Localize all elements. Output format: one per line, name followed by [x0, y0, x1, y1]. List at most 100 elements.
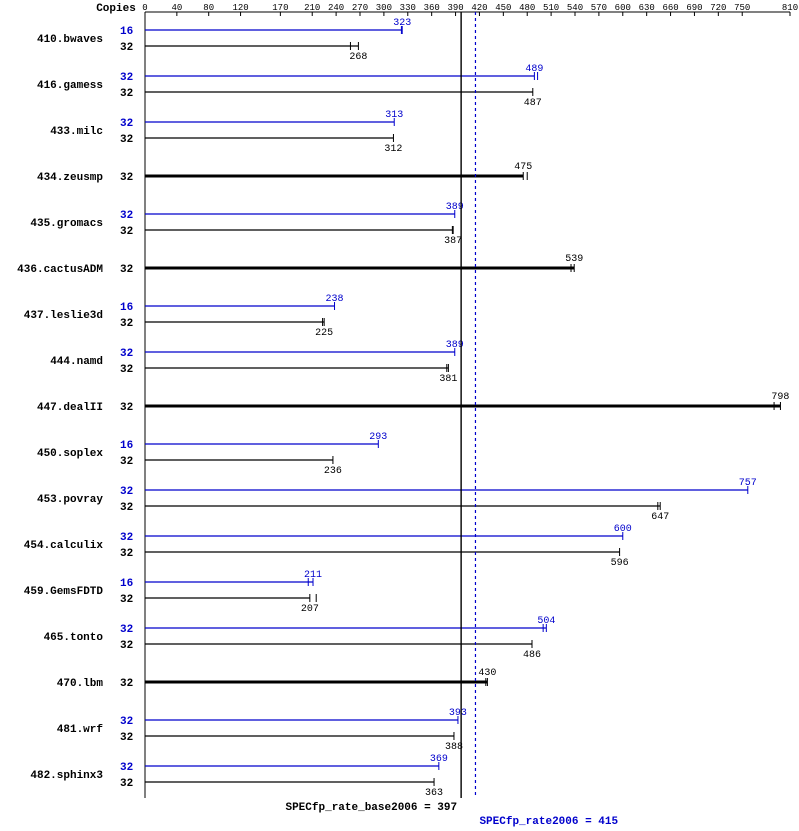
base-copies: 32: [120, 318, 133, 330]
benchmark-name: 470.lbm: [57, 678, 104, 690]
benchmark-name: 465.tonto: [44, 632, 104, 644]
benchmark-name: 416.gamess: [37, 80, 103, 92]
ref-peak-label: SPECfp_rate2006 = 415: [479, 816, 618, 828]
peak-copies: 16: [120, 302, 133, 314]
base-copies: 32: [120, 594, 133, 606]
peak-copies: 32: [120, 716, 133, 728]
base-copies: 32: [120, 502, 133, 514]
base-copies: 32: [120, 732, 133, 744]
base-value-label: 207: [301, 604, 319, 615]
peak-value-label: 211: [304, 570, 322, 581]
axis-tick-label: 660: [662, 3, 678, 13]
base-value-label: 381: [439, 374, 457, 385]
axis-tick-label: 450: [495, 3, 511, 13]
peak-value-label: 313: [385, 110, 403, 121]
base-value-label: 225: [315, 328, 333, 339]
peak-copies: 16: [120, 440, 133, 452]
base-value-label: 486: [523, 650, 541, 661]
benchmark-name: 459.GemsFDTD: [24, 586, 104, 598]
benchmark-name: 434.zeusmp: [37, 172, 103, 184]
base-copies: 32: [120, 364, 133, 376]
peak-value-label: 757: [739, 478, 757, 489]
base-value-label: 596: [611, 558, 629, 569]
peak-value-label: 293: [369, 432, 387, 443]
base-value-label: 388: [445, 742, 463, 753]
base-value-label: 475: [514, 162, 532, 173]
axis-tick-label: 510: [543, 3, 559, 13]
axis-tick-label: 80: [203, 3, 214, 13]
peak-value-label: 504: [537, 616, 555, 627]
base-value-label: 539: [565, 254, 583, 265]
peak-copies: 16: [120, 26, 133, 38]
axis-tick-label: 570: [591, 3, 607, 13]
benchmark-name: 433.milc: [50, 126, 103, 138]
peak-value-label: 238: [326, 294, 344, 305]
copies-header: Copies: [96, 3, 136, 15]
benchmark-name: 454.calculix: [24, 540, 104, 552]
base-copies: 32: [120, 456, 133, 468]
axis-tick-label: 810: [782, 3, 798, 13]
benchmark-name: 435.gromacs: [30, 218, 103, 230]
base-copies: 32: [120, 640, 133, 652]
base-value-label: 312: [384, 144, 402, 155]
axis-tick-label: 720: [710, 3, 726, 13]
base-value-label: 236: [324, 466, 342, 477]
base-copies: 32: [120, 778, 133, 790]
axis-tick-label: 330: [400, 3, 416, 13]
base-value-label: 363: [425, 788, 443, 799]
benchmark-name: 482.sphinx3: [30, 770, 103, 782]
axis-tick-label: 420: [471, 3, 487, 13]
peak-copies: 32: [120, 532, 133, 544]
axis-tick-label: 360: [424, 3, 440, 13]
axis-tick-label: 600: [615, 3, 631, 13]
axis-tick-label: 240: [328, 3, 344, 13]
base-copies: 32: [120, 226, 133, 238]
base-value-label: 268: [349, 52, 367, 63]
peak-copies: 32: [120, 72, 133, 84]
peak-value-label: 489: [525, 64, 543, 75]
axis-tick-label: 0: [142, 3, 147, 13]
base-value-label: 798: [771, 392, 789, 403]
peak-copies: 32: [120, 624, 133, 636]
axis-tick-label: 300: [376, 3, 392, 13]
base-copies: 32: [120, 134, 133, 146]
benchmark-name: 437.leslie3d: [24, 310, 103, 322]
base-copies: 32: [120, 42, 133, 54]
axis-tick-label: 120: [232, 3, 248, 13]
axis-tick-label: 210: [304, 3, 320, 13]
base-copies: 32: [120, 88, 133, 100]
axis-tick-label: 630: [639, 3, 655, 13]
axis-tick-label: 390: [447, 3, 463, 13]
axis-tick-label: 690: [686, 3, 702, 13]
base-value-label: 487: [524, 98, 542, 109]
benchmark-name: 447.dealII: [37, 402, 103, 414]
peak-copies: 16: [120, 578, 133, 590]
benchmark-name: 453.povray: [37, 494, 103, 506]
peak-value-label: 369: [430, 754, 448, 765]
peak-copies: 32: [120, 348, 133, 360]
peak-copies: 32: [120, 762, 133, 774]
base-copies: 32: [120, 548, 133, 560]
peak-copies: 32: [120, 210, 133, 222]
axis-tick-label: 170: [272, 3, 288, 13]
peak-value-label: 323: [393, 18, 411, 29]
axis-tick-label: 480: [519, 3, 535, 13]
benchmark-name: 444.namd: [50, 356, 103, 368]
axis-tick-label: 270: [352, 3, 368, 13]
peak-value-label: 600: [614, 524, 632, 535]
peak-value-label: 393: [449, 708, 467, 719]
base-copies: 32: [120, 264, 133, 276]
benchmark-name: 410.bwaves: [37, 34, 103, 46]
base-copies: 32: [120, 678, 133, 690]
benchmark-name: 450.soplex: [37, 448, 103, 460]
axis-tick-label: 750: [734, 3, 750, 13]
benchmark-name: 436.cactusADM: [17, 264, 103, 276]
benchmark-name: 481.wrf: [57, 724, 104, 736]
spec-chart: 0 40 80 120 170 210 240 270 300 330 360 390 420 450 48…: [0, 0, 799, 831]
base-value-label: 647: [651, 512, 669, 523]
peak-copies: 32: [120, 486, 133, 498]
base-copies: 32: [120, 402, 133, 414]
base-value-label: 387: [444, 236, 462, 247]
peak-copies: 32: [120, 118, 133, 130]
axis-tick-label: 40: [171, 3, 182, 13]
